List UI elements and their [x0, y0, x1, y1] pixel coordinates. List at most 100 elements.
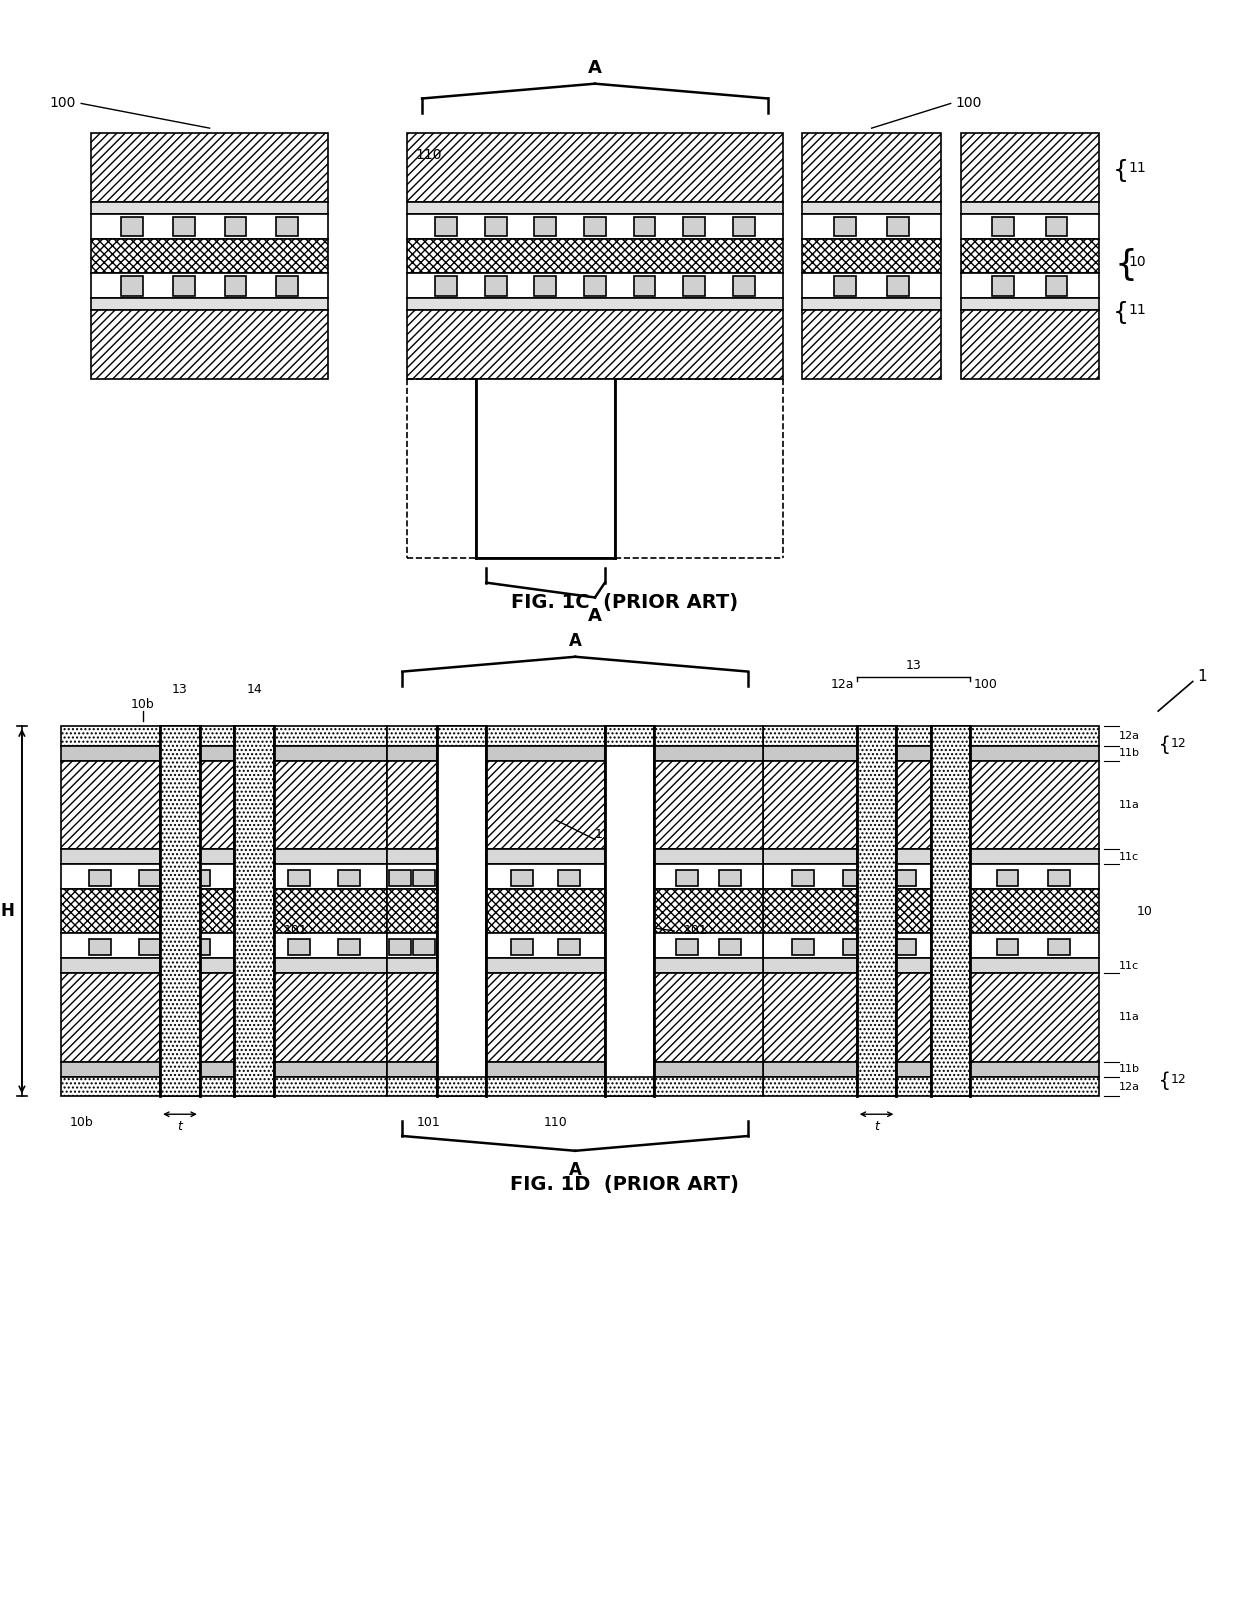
Text: 100: 100 [973, 679, 997, 692]
Bar [997, 939, 1018, 955]
Bar [655, 863, 763, 889]
Bar [894, 870, 916, 886]
Bar [337, 939, 360, 955]
Bar [62, 1063, 387, 1077]
Bar [387, 746, 436, 761]
Bar [763, 958, 1099, 973]
Bar [476, 379, 615, 559]
Bar [802, 213, 941, 239]
Bar [655, 725, 763, 746]
Text: FIG. 1D  (PRIOR ART): FIG. 1D (PRIOR ART) [510, 1175, 739, 1194]
Bar [634, 276, 656, 295]
Text: }: } [1154, 1069, 1167, 1088]
Bar [486, 863, 605, 889]
Bar [763, 973, 1099, 1063]
Bar [763, 934, 1099, 958]
Bar [763, 849, 1099, 863]
Bar [238, 870, 260, 886]
Bar [413, 870, 435, 886]
Bar [387, 958, 436, 973]
Bar [486, 849, 605, 863]
Bar [792, 870, 813, 886]
Bar [407, 273, 782, 299]
Bar [843, 939, 866, 955]
Bar [534, 217, 557, 236]
Bar [288, 939, 310, 955]
Bar [1045, 276, 1068, 295]
Bar [605, 1077, 655, 1096]
Bar [802, 133, 941, 202]
Text: A: A [569, 1160, 582, 1178]
Bar [387, 973, 436, 1063]
Text: 100: 100 [50, 96, 76, 111]
Bar [997, 870, 1018, 886]
Text: A: A [588, 59, 601, 77]
Bar [387, 725, 436, 746]
Bar [188, 939, 211, 955]
Bar [91, 239, 329, 273]
Text: 11: 11 [1128, 303, 1146, 316]
Bar [835, 217, 856, 236]
Bar [802, 239, 941, 273]
Bar [584, 276, 606, 295]
Bar [486, 761, 605, 849]
Bar [888, 276, 909, 295]
Bar [387, 761, 436, 849]
Bar [1048, 870, 1070, 886]
Bar [843, 870, 866, 886]
Bar [62, 849, 387, 863]
Bar [486, 1077, 605, 1096]
Text: H: H [0, 902, 14, 920]
Bar [62, 889, 387, 934]
Bar [558, 939, 580, 955]
Bar [1045, 217, 1068, 236]
Bar [122, 217, 143, 236]
Bar [733, 217, 755, 236]
Text: 11c: 11c [1118, 960, 1138, 971]
Bar [62, 958, 387, 973]
Text: t: t [177, 1120, 182, 1133]
Bar [992, 217, 1014, 236]
Bar [172, 276, 195, 295]
Bar [888, 217, 909, 236]
Bar [946, 870, 967, 886]
Bar [961, 310, 1099, 379]
Bar [62, 863, 387, 889]
Bar [407, 202, 782, 213]
Bar [389, 939, 412, 955]
Bar [277, 217, 298, 236]
Bar [676, 939, 698, 955]
Bar [387, 889, 436, 934]
Bar [763, 889, 1099, 934]
Text: 12a: 12a [831, 679, 854, 692]
Bar [139, 870, 161, 886]
Bar [835, 276, 856, 295]
Bar [486, 1063, 605, 1077]
Text: }: } [1107, 246, 1130, 279]
Bar [655, 746, 763, 761]
Bar [62, 1077, 387, 1096]
Text: }: } [1107, 299, 1122, 323]
Bar [435, 217, 456, 236]
Text: }: } [1107, 156, 1122, 180]
Bar [802, 299, 941, 310]
Text: 101: 101 [284, 924, 308, 937]
Text: 101: 101 [417, 1115, 441, 1130]
Bar [238, 939, 260, 955]
Bar [62, 973, 387, 1063]
Bar [407, 213, 782, 239]
Bar [407, 239, 782, 273]
Bar [407, 133, 782, 202]
Text: 11b: 11b [1118, 1064, 1140, 1074]
Text: 11a: 11a [1118, 1013, 1140, 1022]
Bar [961, 273, 1099, 299]
Bar [683, 217, 706, 236]
Bar [407, 310, 782, 379]
Bar [387, 934, 436, 958]
Text: 13: 13 [905, 658, 921, 671]
Bar [486, 725, 605, 746]
Text: 110: 110 [543, 1115, 568, 1130]
Bar [485, 276, 507, 295]
Bar [435, 276, 456, 295]
Bar [91, 202, 329, 213]
